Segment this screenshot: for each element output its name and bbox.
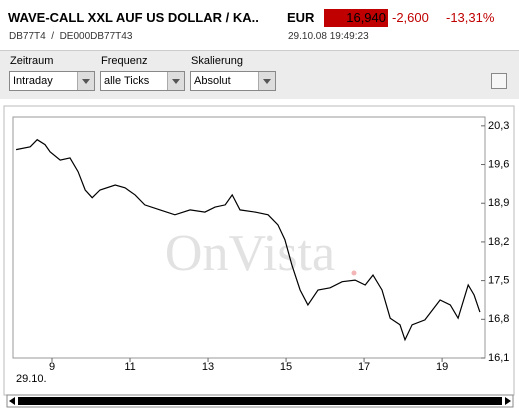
instrument-title: WAVE-CALL XXL AUF US DOLLAR / KA.. <box>8 10 259 25</box>
x-tick-label: 17 <box>358 361 370 373</box>
watermark: OnVista <box>165 225 335 282</box>
y-tick-label: 16,8 <box>488 313 509 325</box>
dropdown-value: alle Ticks <box>104 75 150 87</box>
control-label: Skalierung <box>191 55 243 67</box>
watermark-dot <box>351 270 357 276</box>
dropdown-arrow <box>167 72 184 90</box>
x-tick-label: 9 <box>49 361 55 373</box>
identifiers: DB77T4 / DE000DB77T43 <box>9 31 133 42</box>
dropdown-value: Intraday <box>13 75 53 87</box>
dropdown-value: Absolut <box>194 75 231 87</box>
dropdown[interactable]: Absolut <box>190 71 276 91</box>
timestamp: 29.10.08 19:49:23 <box>288 31 369 42</box>
options-button[interactable] <box>491 73 507 89</box>
x-tick-label: 13 <box>202 361 214 373</box>
x-tick-label: 19 <box>436 361 448 373</box>
y-tick-label: 20,3 <box>488 120 509 132</box>
x-date-label: 29.10. <box>16 373 47 385</box>
scrollbar-thumb[interactable] <box>18 397 502 405</box>
scroll-left[interactable] <box>9 397 15 405</box>
dropdown[interactable]: Intraday <box>9 71 95 91</box>
currency: EUR <box>287 10 315 25</box>
chart: OnVista 29.10. 20,3 19,6 18,9 18,2 17,5 16,8 1… <box>3 105 515 408</box>
y-tick-label: 16,1 <box>488 352 509 364</box>
y-tick-label: 18,9 <box>488 197 509 209</box>
y-tick-label: 18,2 <box>488 236 509 248</box>
control-label: Frequenz <box>101 55 148 67</box>
dropdown-arrow <box>77 72 94 90</box>
chart-panel <box>3 105 515 396</box>
x-tick-label: 15 <box>280 361 292 373</box>
change-percent: -13,31% <box>446 10 495 25</box>
dropdown-arrow <box>258 72 275 90</box>
plot-frame <box>12 116 486 359</box>
y-tick-label: 19,6 <box>488 158 509 170</box>
scroll-right[interactable] <box>505 397 511 405</box>
x-tick-label: 11 <box>124 361 135 373</box>
change: -2,600 <box>392 10 429 25</box>
dropdown[interactable]: alle Ticks <box>100 71 185 91</box>
price: 16,940 <box>324 9 388 27</box>
control-label: Zeitraum <box>10 55 54 67</box>
y-tick-label: 17,5 <box>488 275 509 287</box>
price-line <box>15 138 481 342</box>
